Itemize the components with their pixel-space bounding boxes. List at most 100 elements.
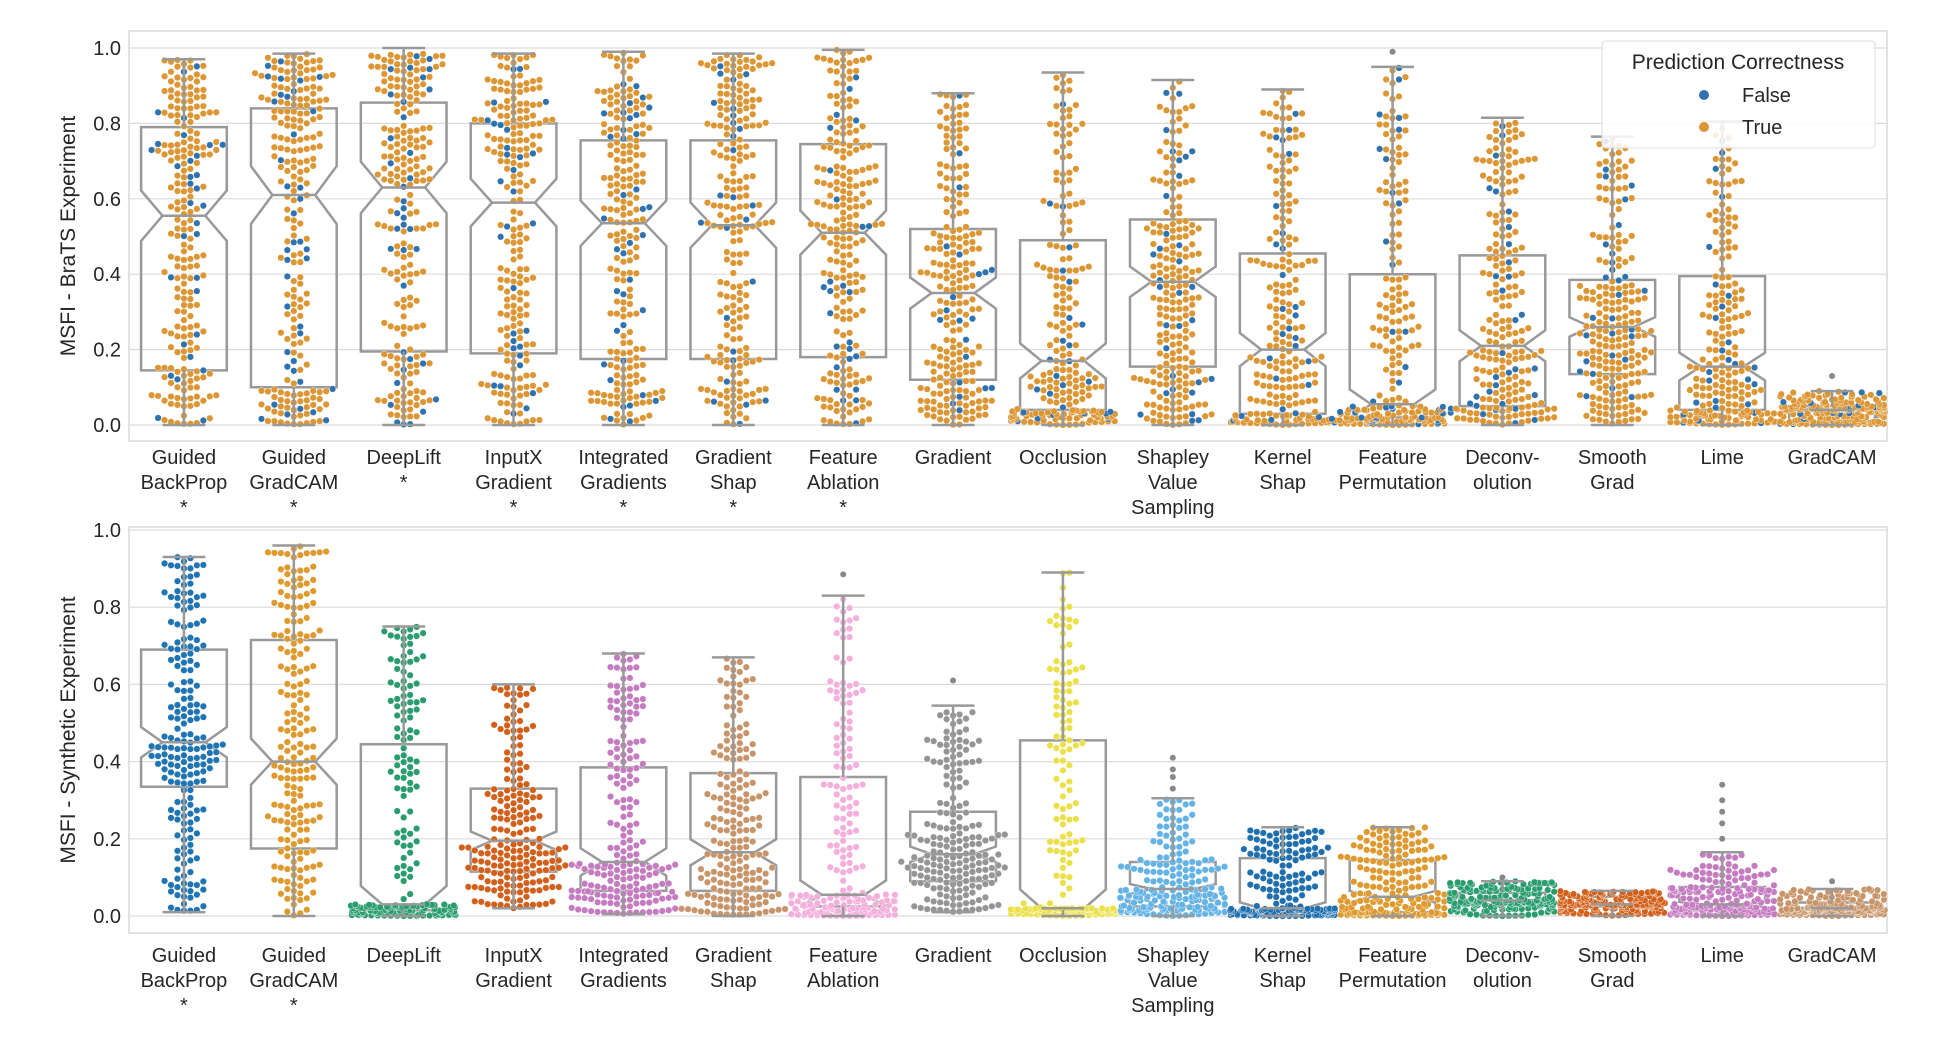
swarm-point bbox=[1073, 342, 1080, 349]
swarm-point bbox=[633, 703, 640, 710]
swarm-point bbox=[303, 633, 310, 640]
swarm-point bbox=[510, 862, 517, 869]
swarm-point bbox=[620, 270, 627, 277]
swarm-point bbox=[1208, 411, 1215, 418]
swarm-point bbox=[187, 289, 194, 296]
swarm-point bbox=[1157, 296, 1164, 303]
swarm-point bbox=[1699, 311, 1706, 318]
swarm-point bbox=[291, 131, 298, 138]
swarm-point bbox=[291, 671, 298, 678]
swarm-point bbox=[310, 409, 317, 416]
swarm-point bbox=[310, 98, 317, 105]
swarm-point bbox=[730, 206, 737, 213]
swarm-point bbox=[536, 836, 543, 843]
swarm-point bbox=[181, 317, 188, 324]
swarm-point bbox=[187, 842, 194, 849]
swarm-point bbox=[762, 879, 769, 886]
swarm-point bbox=[1622, 404, 1629, 411]
swarm-point bbox=[1525, 156, 1532, 163]
swarm-point bbox=[1144, 378, 1151, 385]
swarm-point bbox=[426, 74, 433, 81]
swarm-point bbox=[278, 403, 285, 410]
swarm-point bbox=[278, 99, 285, 106]
swarm-point bbox=[963, 321, 970, 328]
swarm-point bbox=[187, 604, 194, 611]
swarm-point bbox=[265, 54, 272, 61]
swarm-point bbox=[523, 64, 530, 71]
swarm-point bbox=[659, 881, 666, 888]
swarm-point bbox=[1396, 115, 1403, 122]
swarm-point bbox=[1615, 375, 1622, 382]
swarm-point bbox=[930, 406, 937, 413]
swarm-point bbox=[1590, 416, 1597, 423]
swarm-point bbox=[711, 358, 718, 365]
swarm-point bbox=[174, 866, 181, 873]
swarm-point bbox=[956, 317, 963, 324]
swarm-point bbox=[743, 870, 750, 877]
swarm-point bbox=[1073, 377, 1080, 384]
swarm-point bbox=[859, 378, 866, 385]
swarm-point bbox=[1312, 257, 1319, 264]
swarm-point bbox=[1176, 399, 1183, 406]
swarm-point bbox=[1615, 198, 1622, 205]
swarm-point bbox=[640, 892, 647, 899]
swarm-point bbox=[724, 322, 731, 329]
swarm-point bbox=[1635, 379, 1642, 386]
swarm-point bbox=[1493, 219, 1500, 226]
swarm-point bbox=[963, 362, 970, 369]
swarm-point bbox=[717, 192, 724, 199]
swarm-point bbox=[1622, 342, 1629, 349]
swarm-point bbox=[633, 753, 640, 760]
swarm-point bbox=[633, 90, 640, 97]
swarm-point bbox=[291, 776, 298, 783]
swarm-point bbox=[1053, 149, 1060, 156]
swarm-point bbox=[627, 883, 634, 890]
swarm-point bbox=[840, 216, 847, 223]
swarm-point bbox=[400, 205, 407, 212]
swarm-point bbox=[736, 194, 743, 201]
swarm-point bbox=[607, 206, 614, 213]
swarm-point bbox=[1066, 87, 1073, 94]
swarm-point bbox=[601, 89, 608, 96]
swarm-point bbox=[1060, 256, 1067, 263]
swarm-point bbox=[271, 863, 278, 870]
swarm-point bbox=[278, 134, 285, 141]
swarm-point bbox=[1286, 318, 1293, 325]
swarm-point bbox=[297, 651, 304, 658]
swarm-point bbox=[937, 246, 944, 253]
swarm-point bbox=[704, 900, 711, 907]
swarm-point bbox=[187, 678, 194, 685]
swarm-point bbox=[1493, 289, 1500, 296]
swarm-point bbox=[820, 180, 827, 187]
swarm-point bbox=[174, 333, 181, 340]
swarm-point bbox=[1073, 201, 1080, 208]
swarm-point bbox=[194, 254, 201, 261]
swarm-point bbox=[743, 115, 750, 122]
swarm-point bbox=[291, 252, 298, 259]
swarm-point bbox=[1506, 391, 1513, 398]
swarm-point bbox=[181, 688, 188, 695]
swarm-point bbox=[956, 184, 963, 191]
swarm-point bbox=[1163, 322, 1170, 329]
swarm-point bbox=[627, 773, 634, 780]
swarm-point bbox=[1396, 93, 1403, 100]
swarm-point bbox=[523, 235, 530, 242]
swarm-point bbox=[523, 341, 530, 348]
swarm-point bbox=[1299, 359, 1306, 366]
swarm-point bbox=[1273, 241, 1280, 248]
swarm-point bbox=[820, 284, 827, 291]
swarm-point bbox=[1712, 281, 1719, 288]
swarm-point bbox=[756, 894, 763, 901]
swarm-point bbox=[717, 870, 724, 877]
swarm-point bbox=[736, 94, 743, 101]
swarm-point bbox=[607, 793, 614, 800]
swarm-point bbox=[504, 158, 511, 165]
swarm-point bbox=[1383, 188, 1390, 195]
swarm-point bbox=[530, 879, 537, 886]
swarm-point bbox=[1163, 390, 1170, 397]
swarm-point bbox=[168, 815, 175, 822]
swarm-point bbox=[181, 226, 188, 233]
swarm-point bbox=[303, 705, 310, 712]
swarm-point bbox=[1506, 273, 1513, 280]
swarm-point bbox=[291, 217, 298, 224]
